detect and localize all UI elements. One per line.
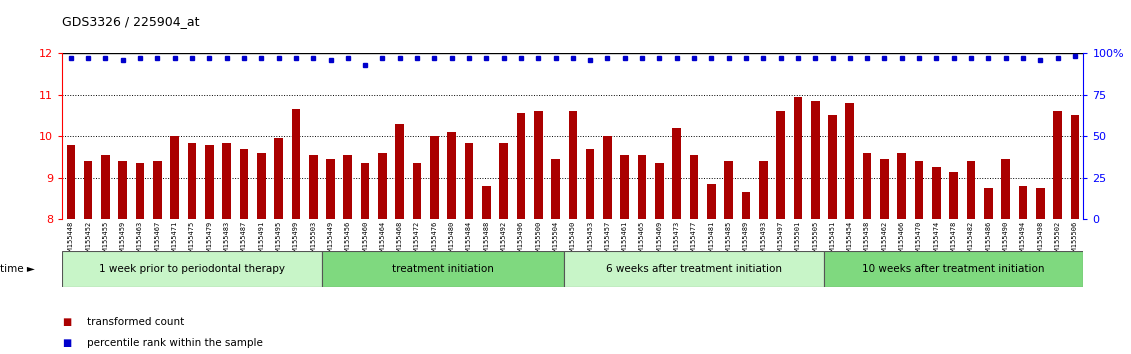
Bar: [707, 184, 716, 219]
Bar: [569, 112, 577, 219]
Bar: [101, 155, 110, 219]
Bar: [638, 155, 647, 219]
Bar: [430, 136, 439, 219]
Bar: [1071, 115, 1079, 219]
Bar: [153, 161, 162, 219]
Bar: [205, 144, 214, 219]
Bar: [863, 153, 872, 219]
Bar: [880, 159, 889, 219]
Bar: [655, 163, 664, 219]
Text: GDS3326 / 225904_at: GDS3326 / 225904_at: [62, 15, 200, 28]
Bar: [84, 161, 93, 219]
Bar: [794, 97, 802, 219]
Bar: [361, 163, 370, 219]
Bar: [967, 161, 975, 219]
Bar: [257, 153, 266, 219]
Text: treatment initiation: treatment initiation: [392, 264, 494, 274]
Bar: [396, 124, 404, 219]
Text: ■: ■: [62, 338, 71, 348]
Bar: [482, 186, 491, 219]
Bar: [949, 172, 958, 219]
Bar: [1019, 186, 1027, 219]
Bar: [499, 143, 508, 219]
Bar: [759, 161, 768, 219]
Bar: [240, 149, 249, 219]
Bar: [378, 153, 387, 219]
Bar: [564, 251, 823, 287]
Bar: [62, 251, 322, 287]
Text: time ►: time ►: [0, 264, 35, 274]
Bar: [136, 163, 145, 219]
Bar: [465, 143, 473, 219]
Bar: [223, 143, 231, 219]
Bar: [292, 109, 300, 219]
Bar: [119, 161, 127, 219]
Bar: [1053, 112, 1062, 219]
Bar: [932, 167, 941, 219]
Bar: [551, 159, 560, 219]
Text: transformed count: transformed count: [87, 317, 184, 327]
Text: percentile rank within the sample: percentile rank within the sample: [87, 338, 264, 348]
Bar: [603, 136, 612, 219]
Bar: [309, 155, 318, 219]
Bar: [322, 251, 564, 287]
Bar: [673, 128, 681, 219]
Bar: [811, 101, 820, 219]
Bar: [690, 155, 698, 219]
Text: ■: ■: [62, 317, 71, 327]
Bar: [1001, 159, 1010, 219]
Bar: [915, 161, 923, 219]
Bar: [828, 115, 837, 219]
Text: 6 weeks after treatment initiation: 6 weeks after treatment initiation: [606, 264, 782, 274]
Bar: [897, 153, 906, 219]
Bar: [326, 159, 335, 219]
Bar: [776, 112, 785, 219]
Bar: [448, 132, 456, 219]
Bar: [517, 113, 525, 219]
Bar: [67, 144, 75, 219]
Bar: [188, 143, 197, 219]
Bar: [621, 155, 629, 219]
Bar: [1036, 188, 1045, 219]
Bar: [413, 163, 422, 219]
Bar: [344, 155, 352, 219]
Bar: [984, 188, 993, 219]
Bar: [534, 112, 543, 219]
Bar: [586, 149, 595, 219]
Bar: [846, 103, 854, 219]
Text: 1 week prior to periodontal therapy: 1 week prior to periodontal therapy: [100, 264, 285, 274]
Bar: [274, 138, 283, 219]
Bar: [171, 136, 179, 219]
Bar: [742, 193, 750, 219]
Bar: [823, 251, 1083, 287]
Bar: [724, 161, 733, 219]
Text: 10 weeks after treatment initiation: 10 weeks after treatment initiation: [863, 264, 1045, 274]
